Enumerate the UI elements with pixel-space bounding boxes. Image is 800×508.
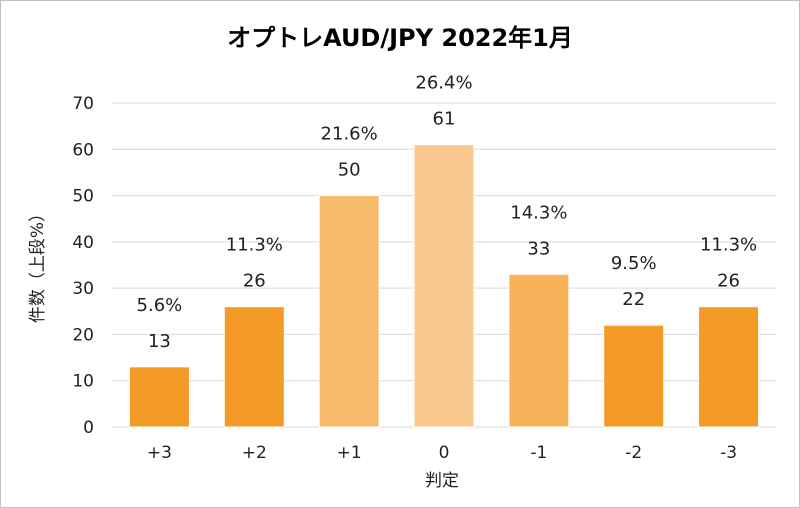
y-tick-label: 30: [72, 279, 94, 299]
x-tick-label: -3: [720, 443, 737, 463]
data-labels: 13 5.6% 26 11.3% 50 21.6% 61 26.4% 33 14.3% 22 9.5%…: [137, 73, 758, 352]
y-tick-label: 70: [72, 94, 94, 114]
x-tick-label: +2: [242, 443, 267, 463]
x-tick-label: 0: [439, 443, 450, 463]
bar: [603, 324, 665, 428]
bar: [223, 306, 285, 428]
y-tick-label: 10: [72, 372, 94, 392]
x-tick-labels: +3 +2 +1 0 -1 -2 -3: [147, 443, 737, 463]
y-tick-label: 40: [72, 233, 94, 253]
value-label: 50: [338, 160, 361, 181]
y-tick-label: 0: [83, 418, 94, 438]
x-tick-label: -1: [530, 443, 547, 463]
percent-label: 9.5%: [611, 253, 657, 274]
y-tick-label: 50: [72, 187, 94, 207]
y-tick-label: 20: [72, 325, 94, 345]
value-label: 22: [622, 289, 645, 310]
bar: [128, 366, 190, 428]
percent-label: 5.6%: [137, 295, 183, 316]
percent-label: 14.3%: [510, 202, 567, 223]
x-tick-label: +1: [337, 443, 362, 463]
value-label: 26: [717, 271, 740, 292]
x-axis-label: 判定: [425, 471, 459, 491]
percent-label: 21.6%: [321, 124, 378, 145]
value-label: 33: [527, 238, 550, 259]
chart-title: オプトレAUD/JPY 2022年1月: [227, 24, 573, 52]
bar: [698, 306, 760, 428]
percent-label: 11.3%: [226, 235, 283, 256]
x-tick-label: +3: [147, 443, 172, 463]
value-label: 13: [148, 331, 171, 352]
bars: [128, 144, 760, 428]
bar: [318, 195, 380, 428]
x-tick-label: -2: [625, 443, 642, 463]
y-tick-label: 60: [72, 140, 94, 160]
bar: [413, 144, 475, 428]
value-label: 61: [433, 109, 456, 130]
bar: [508, 273, 570, 428]
y-axis-label: 件数（上段%）: [28, 205, 48, 323]
percent-label: 26.4%: [415, 73, 472, 94]
percent-label: 11.3%: [700, 235, 757, 256]
y-tick-labels: 0 10 20 30 40 50 60 70: [72, 94, 94, 438]
value-label: 26: [243, 271, 266, 292]
